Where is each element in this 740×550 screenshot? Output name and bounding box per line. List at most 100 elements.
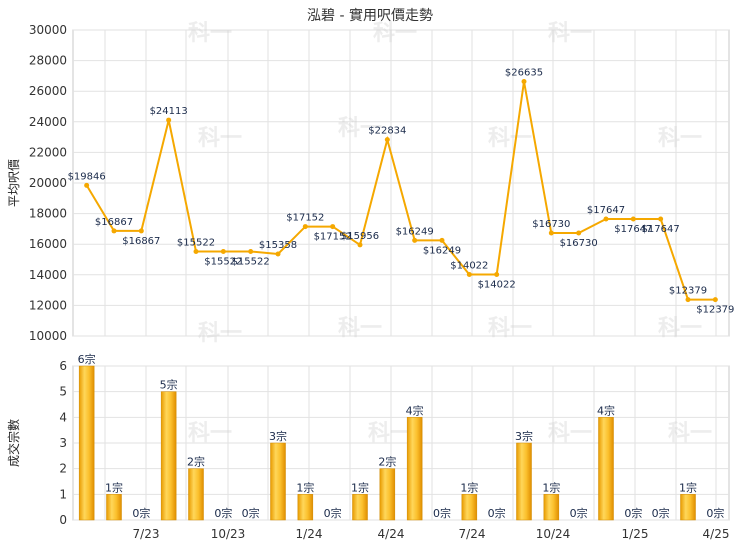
- watermark-12: 科一: [668, 421, 712, 446]
- price-point: [466, 271, 472, 277]
- volume-ytick-label: 2: [59, 462, 67, 476]
- price-point: [111, 228, 117, 234]
- price-ytick-label: 28000: [29, 54, 67, 68]
- volume-data-label: 0宗: [488, 506, 506, 520]
- price-data-label: $16249: [396, 226, 434, 237]
- x-tick-label: 1/25: [622, 527, 649, 541]
- price-point: [193, 249, 199, 255]
- volume-bar: [78, 365, 95, 521]
- price-point: [220, 249, 226, 255]
- volume-bar: [516, 442, 532, 521]
- price-point: [248, 249, 254, 255]
- volume-data-label: 1宗: [460, 480, 478, 494]
- watermark-5: 科一: [488, 316, 532, 341]
- price-ytick-label: 12000: [29, 298, 67, 312]
- volume-ytick-label: 3: [59, 436, 67, 450]
- watermark-11: 科一: [368, 421, 412, 446]
- price-ytick-label: 30000: [29, 23, 67, 37]
- price-point: [275, 251, 281, 257]
- watermark-9: 科一: [548, 421, 592, 446]
- price-data-label: $16867: [95, 217, 133, 228]
- volume-data-label: 4宗: [406, 403, 424, 417]
- watermark-13: 科一: [188, 21, 232, 46]
- watermark-3: 科一: [338, 316, 382, 341]
- volume-bar: [680, 494, 696, 521]
- x-tick-label: 10/23: [211, 527, 246, 541]
- volume-data-label: 0宗: [570, 506, 588, 520]
- price-point: [603, 216, 609, 222]
- volume-data-label: 0宗: [324, 506, 342, 520]
- volume-bar: [297, 494, 314, 521]
- price-data-label: $26635: [505, 67, 543, 78]
- price-data-label: $16730: [560, 238, 598, 249]
- watermark-10: 科一: [188, 421, 232, 446]
- volume-ytick-label: 6: [59, 359, 67, 373]
- volume-data-label: 1宗: [296, 480, 314, 494]
- x-tick-label: 10/24: [536, 527, 571, 541]
- price-data-label: $17647: [587, 205, 625, 216]
- price-point: [521, 78, 527, 84]
- price-data-label: $16867: [122, 236, 160, 247]
- volume-data-label: 0宗: [242, 506, 260, 520]
- volume-data-label: 1宗: [105, 480, 123, 494]
- price-axis-label: 平均呎價: [7, 159, 21, 207]
- price-data-label: $12379: [696, 305, 734, 316]
- volume-bar: [543, 494, 560, 521]
- volume-data-label: 2宗: [187, 455, 205, 469]
- watermark-1: 科一: [198, 321, 242, 346]
- volume-data-label: 5宗: [160, 378, 178, 392]
- watermark-4: 科一: [488, 126, 532, 151]
- volume-data-label: 1宗: [542, 480, 560, 494]
- price-data-label: $24113: [150, 106, 188, 117]
- volume-data-label: 0宗: [214, 506, 232, 520]
- volume-bar: [188, 468, 204, 521]
- volume-data-label: 6宗: [78, 352, 96, 366]
- volume-ytick-label: 4: [59, 410, 67, 424]
- price-ytick-label: 24000: [29, 115, 67, 129]
- price-data-label: $15522: [204, 257, 242, 268]
- volume-bar: [160, 391, 177, 521]
- volume-data-label: 1宗: [679, 480, 697, 494]
- price-data-label: $17647: [614, 224, 652, 235]
- x-tick-label: 4/25: [703, 527, 730, 541]
- volume-bar: [461, 494, 478, 521]
- price-data-label: $17647: [642, 224, 680, 235]
- watermark-6: 科一: [658, 126, 702, 151]
- volume-data-label: 0宗: [706, 506, 724, 520]
- price-data-label: $12379: [669, 286, 707, 297]
- price-point: [439, 237, 445, 243]
- price-point: [138, 228, 144, 234]
- price-ytick-label: 26000: [29, 84, 67, 98]
- price-data-label: $22834: [368, 126, 406, 137]
- price-point: [658, 216, 664, 222]
- price-ytick-label: 18000: [29, 207, 67, 221]
- x-tick-label: 1/24: [296, 527, 323, 541]
- price-data-label: $17152: [286, 213, 324, 224]
- volume-data-label: 0宗: [433, 506, 451, 520]
- price-point: [685, 297, 691, 303]
- volume-ytick-label: 0: [59, 513, 67, 527]
- price-ytick-label: 10000: [29, 329, 67, 343]
- volume-bar: [406, 417, 423, 521]
- price-point: [412, 237, 418, 243]
- price-point: [384, 137, 390, 143]
- watermark-8: 科一: [548, 21, 592, 46]
- price-point: [494, 271, 500, 277]
- price-line: [85, 81, 716, 301]
- price-data-label: $14022: [450, 260, 488, 271]
- volume-ytick-label: 1: [59, 487, 67, 501]
- volume-ytick-label: 5: [59, 385, 67, 399]
- price-point: [548, 230, 554, 236]
- watermark-14: 科一: [373, 21, 417, 46]
- price-point: [576, 230, 582, 236]
- price-point: [302, 224, 308, 230]
- volume-bar: [598, 417, 614, 521]
- price-point: [84, 182, 90, 188]
- volume-data-label: 0宗: [624, 506, 642, 520]
- price-ytick-label: 14000: [29, 268, 67, 282]
- volume-data-label: 2宗: [378, 455, 396, 469]
- volume-bar: [352, 494, 368, 521]
- volume-bar: [106, 494, 122, 521]
